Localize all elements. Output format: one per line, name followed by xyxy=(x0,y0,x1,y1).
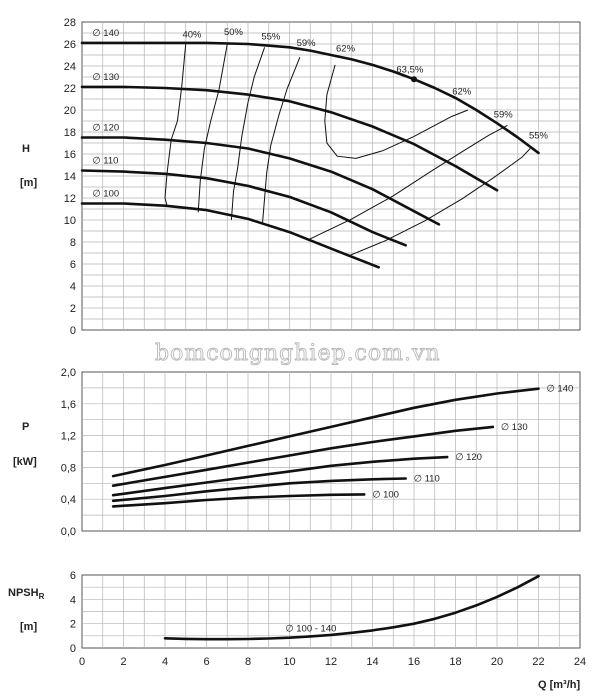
efficiency-label: 59% xyxy=(297,38,317,49)
best-efficiency-point xyxy=(411,76,417,83)
efficiency-label: 40% xyxy=(182,29,202,40)
x-tick-label: 10 xyxy=(283,656,295,668)
y-tick-label: 0 xyxy=(70,643,76,655)
series-label: ∅ 110 xyxy=(92,156,118,167)
efficiency-curve xyxy=(324,64,469,159)
head-axis-unit: [m] xyxy=(20,177,37,189)
y-tick-label: 8 xyxy=(70,237,76,249)
efficiency-curve xyxy=(197,43,228,213)
series-label: ∅ 120 xyxy=(92,123,119,134)
y-tick-label: 10 xyxy=(64,215,76,227)
y-tick-label: 0 xyxy=(70,325,76,337)
series-label: ∅ 140 xyxy=(547,384,574,395)
efficiency-label: 55% xyxy=(261,32,281,43)
power-axis-unit: [kW] xyxy=(13,456,37,468)
y-tick-label: 1,2 xyxy=(61,431,76,443)
x-tick-label: 4 xyxy=(162,656,168,668)
x-tick-label: 20 xyxy=(491,656,503,668)
series-label: ∅ 130 xyxy=(92,72,119,83)
y-tick-label: 20 xyxy=(64,105,76,117)
npsh-axis-unit: [m] xyxy=(20,621,37,633)
y-tick-label: 14 xyxy=(64,171,76,183)
efficiency-label: 59% xyxy=(494,110,514,121)
y-tick-label: 2,0 xyxy=(61,367,76,379)
npsh-axis-label: NPSHR xyxy=(8,587,45,601)
efficiency-curve xyxy=(307,124,508,241)
series-label: ∅ 110 xyxy=(414,474,440,485)
y-tick-label: 12 xyxy=(64,193,76,205)
efficiency-curve xyxy=(262,57,301,224)
x-tick-label: 12 xyxy=(325,656,337,668)
x-tick-label: 18 xyxy=(449,656,461,668)
series-line xyxy=(111,425,495,487)
watermark-text: bomcongnghiep.com.vn xyxy=(155,341,441,366)
x-tick-label: 8 xyxy=(245,656,251,668)
y-tick-label: 0,8 xyxy=(61,462,76,474)
efficiency-label: 62% xyxy=(336,44,356,55)
series-label: ∅ 140 xyxy=(92,28,119,39)
series-line xyxy=(111,455,449,497)
y-tick-label: 6 xyxy=(70,259,76,271)
npsh-axis-label-main: NPSH xyxy=(8,587,39,599)
power-axis-label: P xyxy=(22,421,29,433)
efficiency-label: 55% xyxy=(529,131,549,142)
y-tick-label: 16 xyxy=(64,149,76,161)
y-tick-label: 1,6 xyxy=(61,399,76,411)
y-tick-label: 0,4 xyxy=(61,494,76,506)
y-tick-label: 2 xyxy=(70,303,76,315)
series-label: ∅ 100 xyxy=(372,489,399,500)
y-tick-label: 22 xyxy=(64,83,76,95)
series-line xyxy=(80,41,540,155)
efficiency-label: 62% xyxy=(452,87,472,98)
npsh-axis-label-sub: R xyxy=(39,592,45,601)
series-label: ∅ 120 xyxy=(455,452,482,463)
y-tick-label: 4 xyxy=(70,594,76,606)
series-line xyxy=(111,477,407,503)
flow-axis-label: Q [m³/h] xyxy=(538,679,580,691)
series-line xyxy=(163,574,540,641)
y-tick-label: 24 xyxy=(64,61,76,73)
x-tick-label: 0 xyxy=(79,656,85,668)
y-tick-label: 4 xyxy=(70,281,76,293)
x-tick-label: 14 xyxy=(366,656,378,668)
efficiency-label: 63,5% xyxy=(396,65,423,76)
x-tick-label: 2 xyxy=(120,656,126,668)
power-chart-panel: 0,0 0,4 0,8 1,2 1,6 2,0 ∅ 140 ∅ 130 ∅ 120 ∅ 110 ∅ … xyxy=(61,367,581,538)
y-tick-label: 0,0 xyxy=(61,526,76,538)
x-tick-label: 6 xyxy=(203,656,209,668)
y-tick-label: 6 xyxy=(70,570,76,582)
y-tick-label: 26 xyxy=(64,39,76,51)
series-label: ∅ 100 - 140 xyxy=(285,624,336,635)
series-line xyxy=(80,169,407,247)
y-tick-label: 18 xyxy=(64,127,76,139)
head-axis-label: H xyxy=(22,143,30,155)
series-line xyxy=(80,136,441,226)
series-label: ∅ 100 xyxy=(92,189,119,200)
y-tick-label: 28 xyxy=(64,17,76,29)
efficiency-label: 50% xyxy=(224,27,244,38)
series-line xyxy=(80,85,499,192)
series-line xyxy=(111,387,540,478)
x-tick-label: 24 xyxy=(574,656,586,668)
x-tick-label: 16 xyxy=(408,656,420,668)
efficiency-curve xyxy=(230,47,266,221)
series-label: ∅ 130 xyxy=(501,422,528,433)
y-tick-label: 2 xyxy=(70,619,76,631)
series-line xyxy=(80,202,380,269)
x-tick-label: 22 xyxy=(532,656,544,668)
series-line xyxy=(111,493,366,508)
efficiency-curve xyxy=(347,148,531,257)
